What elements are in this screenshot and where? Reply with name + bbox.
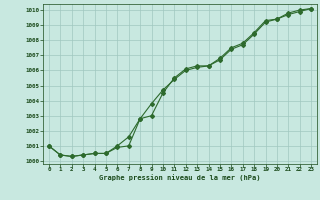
X-axis label: Graphe pression niveau de la mer (hPa): Graphe pression niveau de la mer (hPa) [99, 174, 261, 181]
